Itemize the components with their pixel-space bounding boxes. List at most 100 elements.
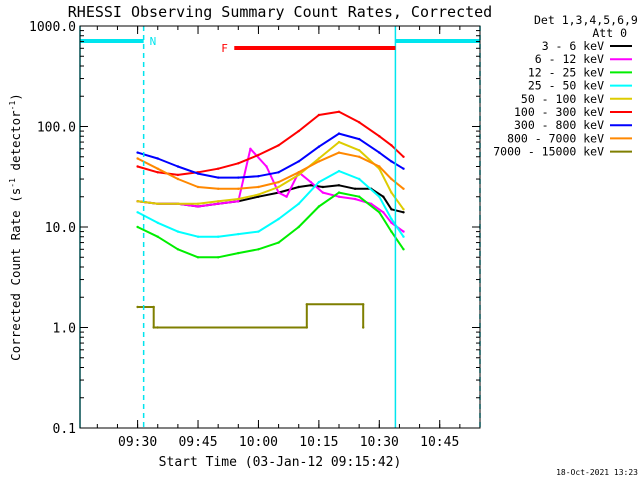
data-point <box>237 197 240 201</box>
chart-title: RHESSI Observing Summary Count Rates, Co… <box>68 3 492 21</box>
plot-frame <box>79 25 481 429</box>
data-point <box>176 230 180 233</box>
data-point <box>257 195 260 198</box>
x-tick-label: 10:45 <box>420 435 459 450</box>
data-point <box>297 129 300 133</box>
legend-label: 300 - 800 keV <box>514 118 604 132</box>
data-point <box>402 248 405 251</box>
axis-ticks: 09:30 09:45 10:00 10:15 10:30 10:45 0.1 1.0 10.0… <box>29 20 480 450</box>
x-tick-label: 10:00 <box>239 435 278 450</box>
data-point <box>257 185 260 189</box>
data-point <box>390 144 393 147</box>
data-point <box>277 144 280 147</box>
data-point <box>156 326 159 329</box>
data-point <box>265 165 268 168</box>
data-point <box>136 305 139 309</box>
data-point <box>317 157 321 160</box>
data-point <box>390 230 393 233</box>
legend-label: 800 - 7000 keV <box>507 131 604 145</box>
data-point <box>297 185 300 189</box>
y-axis-label: Corrected Count Rate (s-1 detector-1) <box>8 93 23 361</box>
data-point <box>136 225 139 229</box>
data-point <box>156 202 159 205</box>
data-point <box>156 221 159 224</box>
data-point <box>390 208 393 211</box>
data-point <box>337 140 341 144</box>
data-point <box>196 202 200 205</box>
y-tick-label: 0.1 <box>53 422 76 437</box>
legend-label: 7000 - 15000 keV <box>493 145 604 159</box>
data-point <box>402 187 405 190</box>
data-point <box>390 217 393 221</box>
data-point <box>305 303 308 306</box>
x-tick-label: 09:45 <box>178 435 217 450</box>
y-tick-label: 1.0 <box>53 322 76 337</box>
data-point <box>249 147 252 150</box>
data-point <box>217 256 220 259</box>
flag-layer: NF <box>79 26 481 428</box>
data-point <box>237 232 240 236</box>
data-point <box>237 200 240 203</box>
data-point <box>176 165 180 168</box>
data-point <box>337 195 341 198</box>
data-point <box>237 251 240 255</box>
data-point <box>390 177 393 181</box>
data-point <box>257 153 260 157</box>
data-point <box>257 193 260 196</box>
y-axis-label-mid: detector <box>8 110 23 178</box>
data-point <box>136 165 139 168</box>
data-point <box>402 208 405 211</box>
data-point <box>297 225 300 229</box>
data-point <box>378 151 381 154</box>
data-point <box>378 211 381 214</box>
x-axis-label: Start Time (03-Jan-12 09:15:42) <box>159 455 402 470</box>
data-point <box>237 162 240 165</box>
data-point <box>317 180 321 184</box>
series-layer <box>136 110 405 329</box>
data-point <box>317 113 321 117</box>
data-point <box>362 303 365 306</box>
y-axis-label-sup1: -1 <box>8 178 17 188</box>
data-point <box>358 121 361 124</box>
data-point <box>362 326 365 329</box>
data-point <box>176 177 180 181</box>
data-point <box>337 169 341 173</box>
data-point <box>257 248 260 251</box>
data-point <box>176 248 180 251</box>
data-point <box>297 160 300 163</box>
timestamp: 18-Oct-2021 13:23 <box>556 468 638 477</box>
y-axis-label-end: ) <box>8 93 23 101</box>
data-point <box>297 171 300 174</box>
data-point <box>152 305 155 309</box>
data-point <box>156 167 159 170</box>
data-point <box>196 172 200 175</box>
data-point <box>277 217 280 221</box>
data-point <box>297 173 300 177</box>
x-tick-label: 10:15 <box>299 435 338 450</box>
data-point <box>136 200 139 203</box>
data-point <box>390 160 393 163</box>
data-point <box>217 167 220 170</box>
data-point <box>402 167 405 170</box>
data-point <box>317 205 321 208</box>
data-point <box>378 135 381 138</box>
legend-label: 3 - 6 keV <box>542 39 604 53</box>
data-point <box>277 191 280 194</box>
legend-label: 50 - 100 keV <box>521 92 604 106</box>
data-point <box>378 195 381 198</box>
data-point <box>136 211 139 214</box>
data-point <box>176 202 180 205</box>
data-point <box>337 191 341 194</box>
data-point <box>176 173 180 177</box>
data-point <box>237 176 240 179</box>
data-point <box>353 187 357 190</box>
data-point <box>297 202 300 205</box>
data-point <box>382 195 385 198</box>
data-point <box>285 195 288 198</box>
flag-label: F <box>221 42 228 55</box>
data-point <box>217 235 220 238</box>
legend-label: 100 - 300 keV <box>514 105 604 119</box>
data-point <box>358 177 361 181</box>
data-point <box>382 211 385 214</box>
